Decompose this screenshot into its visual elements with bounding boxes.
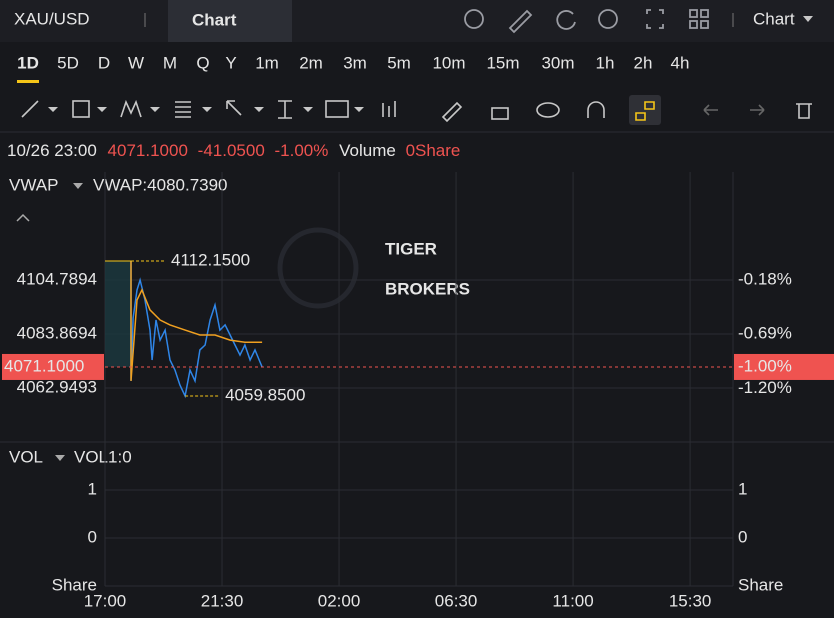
x-tick-label: 15:30 — [669, 591, 712, 610]
x-tick-label: 06:30 — [435, 591, 478, 610]
x-tick-label: 21:30 — [201, 591, 244, 610]
timeframe[interactable]: 3m — [343, 53, 367, 72]
quote-time: 10/26 23:00 — [7, 141, 97, 160]
layout-icon — [689, 20, 698, 29]
timeframe[interactable]: 5D — [57, 53, 79, 72]
x-tick-label: 17:00 — [84, 591, 127, 610]
magnet-tool[interactable] — [587, 101, 605, 118]
timeframe[interactable]: 1m — [255, 53, 279, 72]
low-label: 4059.8500 — [225, 385, 305, 404]
volume-indicator-value: VOL1:0 — [74, 447, 132, 466]
layout-icon[interactable] — [689, 9, 698, 18]
volume-label: Volume — [339, 141, 396, 160]
timeframe[interactable]: 10m — [432, 53, 465, 72]
top-bar — [0, 0, 834, 42]
timeframe[interactable]: 15m — [486, 53, 519, 72]
timeframe[interactable]: 1D — [17, 53, 39, 72]
quote-line: 10/26 23:00 4071.1000 -41.0500 -1.00% Vo… — [7, 141, 460, 160]
high-label: 4112.1500 — [171, 250, 250, 269]
timeframe[interactable]: 30m — [541, 53, 574, 72]
line-tool[interactable] — [21, 100, 39, 118]
quote-price: 4071.1000 — [108, 141, 188, 160]
y-tick-label: 0 — [738, 527, 747, 546]
drawing-tools — [21, 99, 812, 123]
volume-value: 0Share — [406, 141, 461, 160]
layout-icon — [700, 20, 709, 29]
x-tick-label: 11:00 — [552, 591, 593, 610]
top-icons — [464, 9, 709, 34]
delete-tool[interactable] — [796, 103, 812, 119]
watermark-logo — [277, 227, 359, 309]
quote-change-pct: -1.00% — [275, 141, 329, 160]
timeframe[interactable]: 4h — [671, 53, 690, 72]
current-price-box — [2, 353, 104, 380]
y-tick-label: 0 — [88, 527, 97, 546]
measure-tool[interactable] — [278, 100, 292, 119]
y-tick-label: 1 — [738, 479, 747, 498]
indicator-name[interactable]: VWAP — [9, 175, 58, 194]
timeframe[interactable]: D — [98, 53, 110, 72]
watermark-text: BROKERS — [385, 279, 470, 298]
settings-icon[interactable] — [598, 9, 618, 29]
current-pct-box — [734, 353, 834, 380]
redo-tool[interactable] — [750, 104, 765, 116]
session-shade — [105, 261, 132, 367]
layout-icon — [700, 9, 709, 18]
current-price-label: 4071.1000 — [4, 356, 84, 375]
symbol[interactable]: XAU/USD — [14, 9, 90, 28]
candle-tool[interactable] — [382, 101, 396, 117]
fib-tool[interactable] — [175, 101, 191, 118]
undo-tool[interactable] — [703, 104, 718, 116]
timeframes: 1D 5D D W M Q Y 1m 2m 3m 5m 10m 15m 30m 1h 2h 4h — [17, 53, 689, 83]
indicator-value: VWAP:4080.7390 — [93, 175, 228, 194]
timeframe[interactable]: Q — [196, 53, 209, 72]
chart-menu[interactable]: Chart — [753, 9, 795, 28]
timeframe[interactable]: W — [128, 53, 144, 72]
indicator-caret — [73, 183, 83, 189]
timeframe[interactable]: 5m — [387, 53, 411, 72]
volume-caret — [55, 455, 65, 461]
watermark-text: TIGER — [385, 239, 437, 258]
x-tick-label: 02:00 — [318, 591, 361, 610]
eye-tool[interactable] — [536, 102, 560, 118]
volume-indicator[interactable]: VOL — [9, 447, 43, 466]
y-tick-label: 4104.7894 — [17, 269, 97, 288]
volume-unit: Share — [738, 575, 783, 594]
lock-tool[interactable] — [491, 107, 509, 120]
y-tick-label: 4083.8694 — [17, 323, 97, 342]
y-tick-label: 1 — [88, 479, 97, 498]
pen-tool[interactable] — [441, 101, 463, 123]
menu-caret — [803, 16, 813, 22]
chart-tab[interactable]: Chart — [192, 10, 237, 29]
arrow-tool[interactable] — [226, 100, 242, 116]
y2-tick-label: -0.69% — [738, 324, 792, 343]
link-tool[interactable] — [635, 101, 655, 121]
collapse-icon[interactable] — [16, 213, 30, 222]
y-tick-label: 4062.9493 — [17, 377, 97, 396]
y2-tick-label: -0.18% — [738, 270, 792, 289]
current-pct-label: -1.00% — [738, 356, 792, 375]
y2-tick-label: -1.20% — [738, 378, 792, 397]
pattern-tool[interactable] — [120, 99, 142, 118]
price-line — [130, 261, 263, 381]
quote-change: -41.0500 — [198, 141, 265, 160]
fullscreen-icon[interactable] — [646, 9, 664, 29]
timeframe[interactable]: Y — [225, 53, 236, 72]
tool-carets — [48, 107, 364, 112]
chart-tab-bg[interactable] — [168, 0, 292, 42]
timeframe[interactable]: M — [163, 53, 177, 72]
timeframe[interactable]: 2m — [299, 53, 323, 72]
timeframe[interactable]: 2h — [634, 53, 653, 72]
rect-tool[interactable] — [72, 100, 90, 118]
refresh-icon[interactable] — [556, 10, 576, 30]
volume-unit: Share — [52, 575, 97, 594]
text-tool[interactable] — [325, 100, 349, 118]
indicator-icon[interactable] — [464, 9, 484, 29]
edit-icon[interactable] — [508, 9, 533, 34]
timeframe[interactable]: 1h — [596, 53, 615, 72]
watermark: TIGER BROKERS — [277, 227, 470, 309]
timeframe-underline — [17, 80, 39, 83]
